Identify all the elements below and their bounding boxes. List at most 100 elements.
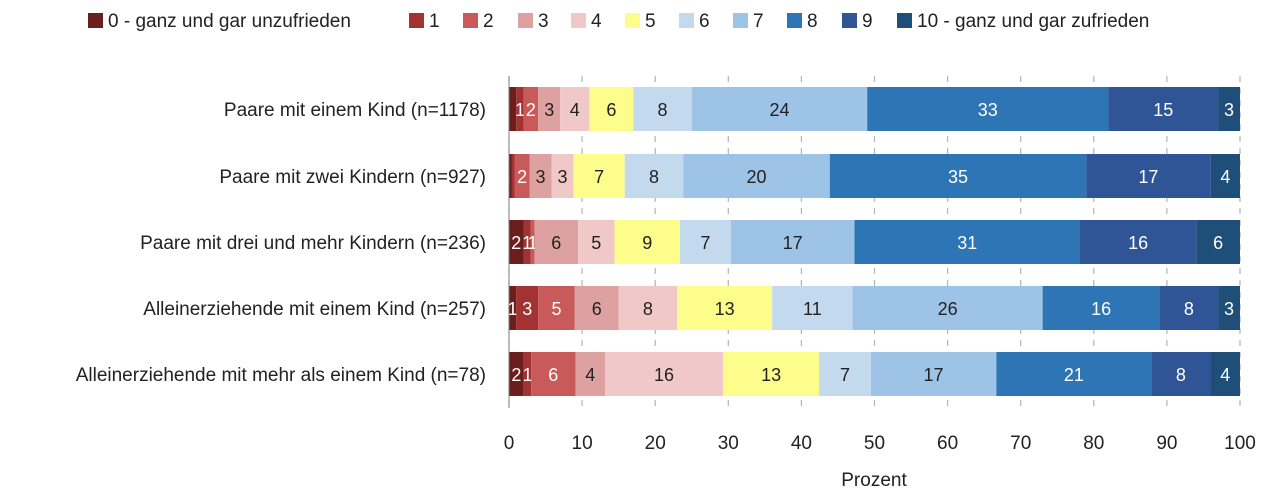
x-tick-label: 20 — [645, 433, 666, 454]
legend-swatch — [787, 13, 802, 28]
legend-swatch — [88, 13, 103, 28]
data-label: 20 — [747, 167, 767, 187]
bar-segment — [679, 220, 731, 264]
data-label: 6 — [592, 299, 602, 319]
data-label: 3 — [535, 167, 545, 187]
bar-segment — [829, 154, 1087, 198]
data-label: 1 — [522, 365, 532, 385]
data-label: 3 — [557, 167, 567, 187]
legend-swatch — [463, 13, 478, 28]
bar-segment — [723, 352, 820, 396]
data-label: 4 — [1220, 167, 1230, 187]
bar-segment — [574, 286, 619, 330]
data-label: 13 — [715, 299, 735, 319]
legend-swatch — [625, 13, 640, 28]
data-label: 2 — [517, 167, 527, 187]
data-label: 35 — [948, 167, 968, 187]
bar-segment — [633, 87, 692, 131]
legend-label: 3 — [538, 11, 549, 32]
bar-segment — [772, 286, 853, 330]
x-tick-label: 40 — [791, 433, 812, 454]
data-label: 7 — [840, 365, 850, 385]
data-label: 3 — [544, 100, 554, 120]
bar-segment — [852, 286, 1043, 330]
bar-segment — [677, 286, 773, 330]
data-label: 3 — [1224, 100, 1234, 120]
data-label: 33 — [978, 100, 998, 120]
bar-segment — [1210, 352, 1240, 396]
bar-segment — [551, 154, 574, 198]
category-label: Paare mit einem Kind (n=1178) — [224, 100, 486, 121]
x-axis: 0 10 20 30 40 50 60 70 80 90 100 — [504, 76, 1256, 454]
data-label: 3 — [522, 299, 532, 319]
data-label: 7 — [700, 233, 710, 253]
data-label: 8 — [658, 100, 668, 120]
data-label: 6 — [548, 365, 558, 385]
data-label: 26 — [938, 299, 958, 319]
bars: 1 2 3 4 6 8 24 33 15 32 3 3 7 8 20 35 17 42 11 6 5 9 7 17 31 16 61… — [508, 87, 1240, 396]
data-label: 8 — [1176, 365, 1186, 385]
data-label: 4 — [585, 365, 595, 385]
data-label: 15 — [1153, 100, 1173, 120]
category-label: Paare mit drei und mehr Kindern (n=236) — [140, 233, 486, 254]
legend-swatch — [518, 13, 533, 28]
bar-segment — [509, 87, 517, 131]
bar-segment — [509, 220, 524, 264]
bar-segment — [523, 352, 532, 396]
bar-segment — [530, 220, 535, 264]
legend-label: 8 — [807, 11, 818, 32]
bar-segment — [509, 352, 524, 396]
legend-label: 1 — [429, 11, 440, 32]
bar-segment — [1079, 220, 1197, 264]
legend-label: 2 — [483, 11, 494, 32]
x-tick-label: 90 — [1156, 433, 1177, 454]
bar-segment — [516, 87, 524, 131]
bar-segment — [691, 87, 868, 131]
data-label: 31 — [957, 233, 977, 253]
legend-label: 7 — [753, 11, 764, 32]
bar-segment — [514, 154, 530, 198]
legend-swatch — [897, 13, 912, 28]
legend-label: 9 — [862, 11, 873, 32]
data-label: 16 — [1128, 233, 1148, 253]
x-tick-label: 30 — [718, 433, 739, 454]
x-axis-title: Prozent — [841, 470, 907, 491]
bar-segment — [683, 154, 830, 198]
bar-segment — [523, 87, 539, 131]
data-label: 6 — [551, 233, 561, 253]
data-label: 8 — [1184, 299, 1194, 319]
data-label: 2 — [511, 365, 521, 385]
legend-swatch — [733, 13, 748, 28]
legend-swatch — [571, 13, 586, 28]
data-label: 1 — [522, 233, 532, 253]
data-label: 5 — [552, 299, 562, 319]
x-tick-label: 100 — [1224, 433, 1256, 454]
bar-segment — [867, 87, 1109, 131]
x-tick-label: 0 — [504, 433, 515, 454]
x-tick-label: 70 — [1010, 433, 1031, 454]
x-tick-label: 80 — [1083, 433, 1104, 454]
bar-segment — [730, 220, 855, 264]
bar-segment — [604, 352, 724, 396]
bar-segment — [575, 352, 605, 396]
x-tick-label: 60 — [937, 433, 958, 454]
bar-segment — [578, 220, 615, 264]
bar-segment — [996, 352, 1152, 396]
data-label: 11 — [803, 299, 822, 319]
data-label: 17 — [924, 365, 944, 385]
data-label: 9 — [642, 233, 652, 253]
data-label: 6 — [606, 100, 616, 120]
data-label: 17 — [1138, 167, 1158, 187]
bar-segment — [1151, 352, 1211, 396]
bar-segment — [529, 154, 552, 198]
bar-segment — [531, 352, 576, 396]
data-label: 3 — [1224, 299, 1234, 319]
bar-segment — [523, 220, 531, 264]
x-tick-label: 50 — [864, 433, 885, 454]
data-label: 5 — [591, 233, 601, 253]
data-label: 24 — [769, 100, 789, 120]
data-label: 2 — [511, 233, 521, 253]
legend-swatch — [679, 13, 694, 28]
bar-segment — [1196, 220, 1240, 264]
